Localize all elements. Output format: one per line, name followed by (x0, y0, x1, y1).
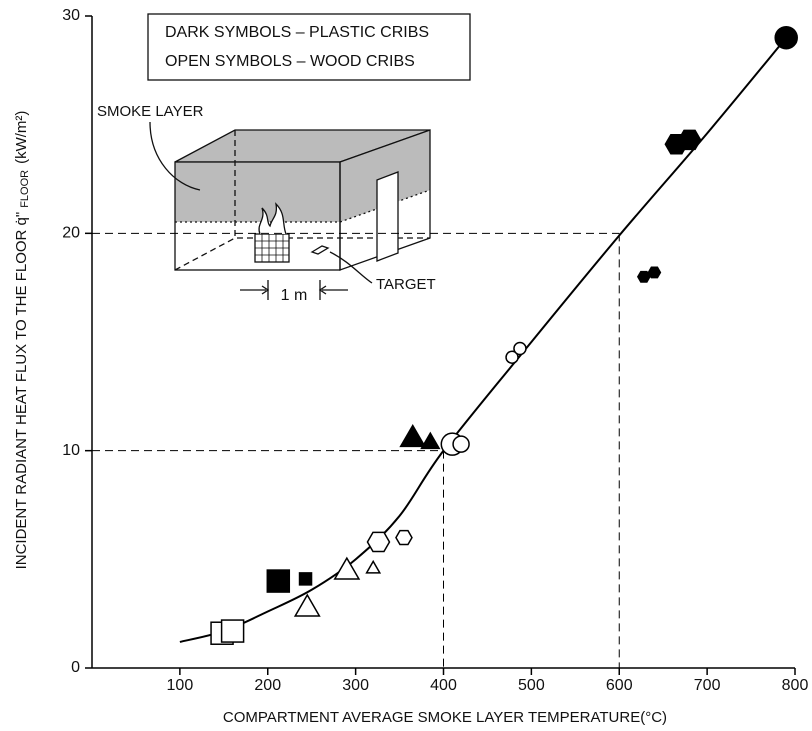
y-tick-label: 20 (62, 225, 80, 242)
square-marker (220, 619, 245, 643)
hexagon-marker (647, 266, 662, 279)
y-tick-label: 30 (62, 7, 80, 24)
smoke-front (175, 162, 340, 222)
note-box (147, 13, 471, 81)
y-axis-label-sub: FLOOR (19, 170, 31, 208)
x-tick-label: 300 (342, 677, 369, 694)
inset-drawing (147, 13, 471, 300)
y-axis-label: INCIDENT RADIANT HEAT FLUX TO THE FLOOR … (13, 111, 31, 570)
hexagon-marker (636, 270, 651, 283)
x-tick-label: 700 (694, 677, 721, 694)
y-axis-label-unit: (kW/m²) (13, 111, 30, 164)
x-tick-label: 800 (782, 677, 809, 694)
target (310, 245, 330, 255)
x-tick-label: 200 (254, 677, 281, 694)
inset-label: 1 m (281, 287, 308, 304)
hidden-edge (174, 237, 430, 271)
y-tick-label: 10 (62, 442, 80, 459)
circle-marker (452, 435, 470, 453)
circle-marker (505, 350, 519, 364)
circle-marker (774, 25, 798, 50)
triangle-marker (365, 559, 382, 574)
triangle-marker (293, 593, 321, 617)
square-marker (298, 572, 313, 586)
y-axis-label-main: INCIDENT RADIANT HEAT FLUX TO THE FLOOR … (13, 212, 30, 570)
note: OPEN SYMBOLS – WOOD CRIBS (165, 53, 415, 70)
layer-line (339, 189, 431, 223)
hexagon-marker (677, 129, 702, 151)
smoke-leader (149, 121, 201, 191)
y-tick-label: 0 (71, 659, 80, 676)
square-marker (266, 569, 291, 593)
target-leader (329, 251, 373, 284)
hexagon-marker (395, 529, 413, 546)
x-axis-label: COMPARTMENT AVERAGE SMOKE LAYER TEMPERAT… (223, 709, 667, 726)
triangle-marker (420, 431, 441, 450)
inset-label: TARGET (376, 276, 436, 293)
door (376, 171, 399, 262)
x-tick-label: 100 (167, 677, 194, 694)
scale-arrow (240, 285, 348, 295)
note: DARK SYMBOLS – PLASTIC CRIBS (165, 24, 429, 41)
flame (258, 202, 287, 235)
smoke-side (340, 130, 430, 222)
triangle-marker (399, 424, 427, 448)
circle-marker (513, 341, 527, 356)
x-tick-label: 500 (518, 677, 545, 694)
hexagon-marker (366, 531, 391, 553)
x-tick-label: 400 (430, 677, 457, 694)
triangle-marker (333, 556, 361, 580)
crib-grid (255, 234, 289, 262)
fit-curve (179, 37, 787, 643)
inset-label: SMOKE LAYER (97, 103, 204, 120)
x-tick-label: 600 (606, 677, 633, 694)
